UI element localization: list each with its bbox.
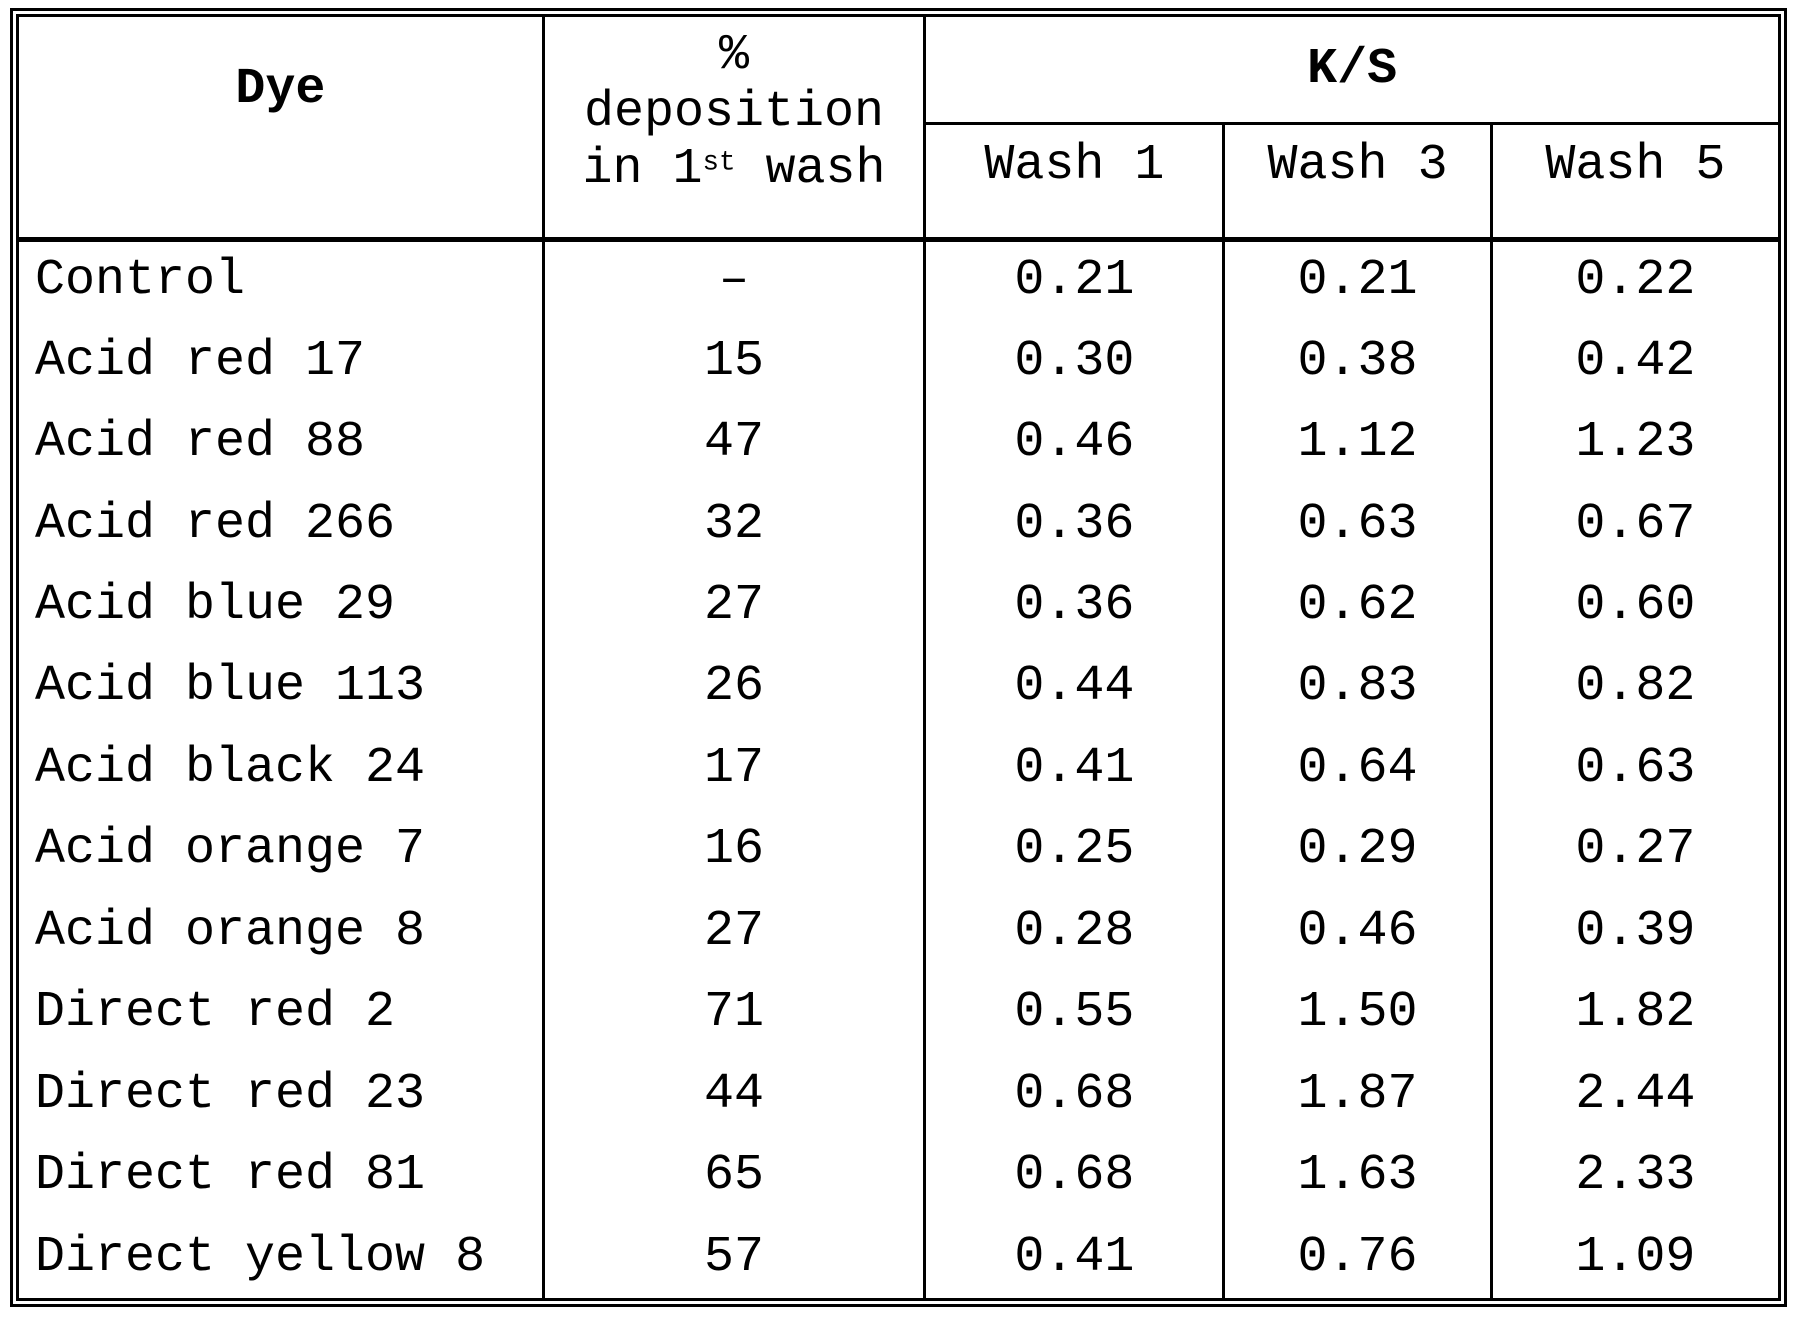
column-header-wash3: Wash 3 [1222,123,1492,242]
ks-cell-wash1: 0.28 [923,890,1224,973]
dye-ks-table: Dye % deposition in 1st wash K/S Wash 1 … [19,17,1778,1298]
ks-cell-wash3: 1.87 [1222,1053,1492,1135]
column-header-deposition: % deposition in 1st wash [541,17,925,242]
deposition-header-line3-post: wash [735,141,886,198]
ks-cell-wash5: 0.82 [1489,646,1778,728]
ks-cell-wash1: 0.41 [923,727,1224,810]
dye-cell: Acid red 17 [35,332,366,390]
dye-cell: Direct red 23 [35,1065,426,1123]
ks-cell-wash3: 0.83 [1222,646,1492,728]
ks-cell-wash1: 0.30 [923,320,1224,402]
deposition-cell: 16 [541,809,925,891]
ks-cell-wash5: 0.42 [1489,320,1778,402]
deposition-cell: 44 [541,1053,925,1135]
deposition-header-line3: in 1st wash [545,141,924,198]
dye-cell: Acid blue 113 [35,658,426,716]
column-header-ks: K/S [923,17,1778,125]
table-row: Acid red 88 47 0.46 1.12 1.23 [19,401,1778,484]
ks-cell-wash5: 2.44 [1489,1053,1778,1135]
deposition-cell: 26 [541,646,925,728]
ks-cell-wash5: 1.23 [1489,401,1778,484]
ks-cell-wash3: 1.12 [1222,401,1492,484]
table-row: Direct red 23 44 0.68 1.87 2.44 [19,1053,1778,1135]
dye-cell: Direct red 2 [35,984,396,1042]
ks-cell-wash3: 1.50 [1222,972,1492,1054]
table-row: Direct red 81 65 0.68 1.63 2.33 [19,1134,1778,1217]
table-row: Control – 0.21 0.21 0.22 [19,239,1778,321]
table-row: Acid red 266 32 0.36 0.63 0.67 [19,483,1778,565]
ks-cell-wash5: 0.39 [1489,890,1778,973]
ks-cell-wash3: 1.63 [1222,1134,1492,1217]
table-row: Direct yellow 8 57 0.41 0.76 1.09 [19,1216,1778,1298]
table-row: Direct red 2 71 0.55 1.50 1.82 [19,972,1778,1054]
dye-cell: Acid orange 8 [35,902,426,960]
deposition-cell: 32 [541,483,925,565]
ks-cell-wash5: 0.27 [1489,809,1778,891]
table-body: Control – 0.21 0.21 0.22 Acid red 17 15 … [19,239,1778,1298]
deposition-cell: 47 [541,401,925,484]
table-row: Acid red 17 15 0.30 0.38 0.42 [19,320,1778,402]
ks-cell-wash5: 0.67 [1489,483,1778,565]
ks-cell-wash5: 2.33 [1489,1134,1778,1217]
column-header-dye: Dye [19,17,544,242]
ks-cell-wash3: 0.64 [1222,727,1492,810]
ks-cell-wash1: 0.55 [923,972,1224,1054]
ks-cell-wash3: 0.76 [1222,1216,1492,1298]
header-row-top: Dye % deposition in 1st wash K/S [19,17,1778,242]
dye-cell: Acid blue 29 [35,577,396,635]
ks-cell-wash1: 0.68 [923,1053,1224,1135]
ks-cell-wash1: 0.21 [923,239,1224,321]
dye-cell: Acid orange 7 [35,821,426,879]
deposition-header-line2: deposition [584,84,885,141]
column-header-wash5: Wash 5 [1489,123,1778,242]
deposition-cell: 27 [541,890,925,973]
ks-cell-wash1: 0.25 [923,809,1224,891]
ks-cell-wash1: 0.41 [923,1216,1224,1298]
dye-cell: Direct red 81 [35,1147,426,1205]
ks-cell-wash1: 0.44 [923,646,1224,728]
deposition-cell: – [541,239,925,321]
table-row: Acid black 24 17 0.41 0.64 0.63 [19,727,1778,810]
superscript-st: st [702,147,736,179]
table-row: Acid blue 113 26 0.44 0.83 0.82 [19,646,1778,728]
deposition-cell: 27 [541,564,925,647]
dye-cell: Acid black 24 [35,739,426,797]
ks-cell-wash3: 0.29 [1222,809,1492,891]
header-row-washes: Wash 1 Wash 3 Wash 5 [19,123,1778,242]
deposition-header-line1: % [719,27,750,84]
ks-cell-wash3: 0.62 [1222,564,1492,647]
table-row: Acid orange 7 16 0.25 0.29 0.27 [19,809,1778,891]
ks-cell-wash5: 0.63 [1489,727,1778,810]
ks-cell-wash3: 0.46 [1222,890,1492,973]
ks-cell-wash5: 1.82 [1489,972,1778,1054]
deposition-header-line3-pre: in 1 [582,141,703,198]
deposition-cell: 57 [541,1216,925,1298]
dye-cell: Acid red 266 [35,495,396,553]
ks-cell-wash1: 0.68 [923,1134,1224,1217]
ks-cell-wash1: 0.46 [923,401,1224,484]
ks-cell-wash5: 0.60 [1489,564,1778,647]
dye-cell: Direct yellow 8 [35,1228,486,1286]
ks-cell-wash3: 0.21 [1222,239,1492,321]
ks-cell-wash1: 0.36 [923,564,1224,647]
ks-cell-wash1: 0.36 [923,483,1224,565]
deposition-cell: 15 [541,320,925,402]
table-row: Acid blue 29 27 0.36 0.62 0.60 [19,564,1778,647]
column-header-wash1: Wash 1 [923,123,1224,242]
ks-cell-wash5: 1.09 [1489,1216,1778,1298]
dye-cell: Control [35,252,246,310]
ks-cell-wash5: 0.22 [1489,239,1778,321]
table-row: Acid orange 8 27 0.28 0.46 0.39 [19,890,1778,973]
table-frame: Dye % deposition in 1st wash K/S Wash 1 … [10,8,1787,1307]
deposition-cell: 17 [541,727,925,810]
ks-cell-wash3: 0.38 [1222,320,1492,402]
deposition-cell: 71 [541,972,925,1054]
table-header: Dye % deposition in 1st wash K/S Wash 1 … [19,17,1778,242]
dye-cell: Acid red 88 [35,414,366,472]
ks-cell-wash3: 0.63 [1222,483,1492,565]
deposition-cell: 65 [541,1134,925,1217]
